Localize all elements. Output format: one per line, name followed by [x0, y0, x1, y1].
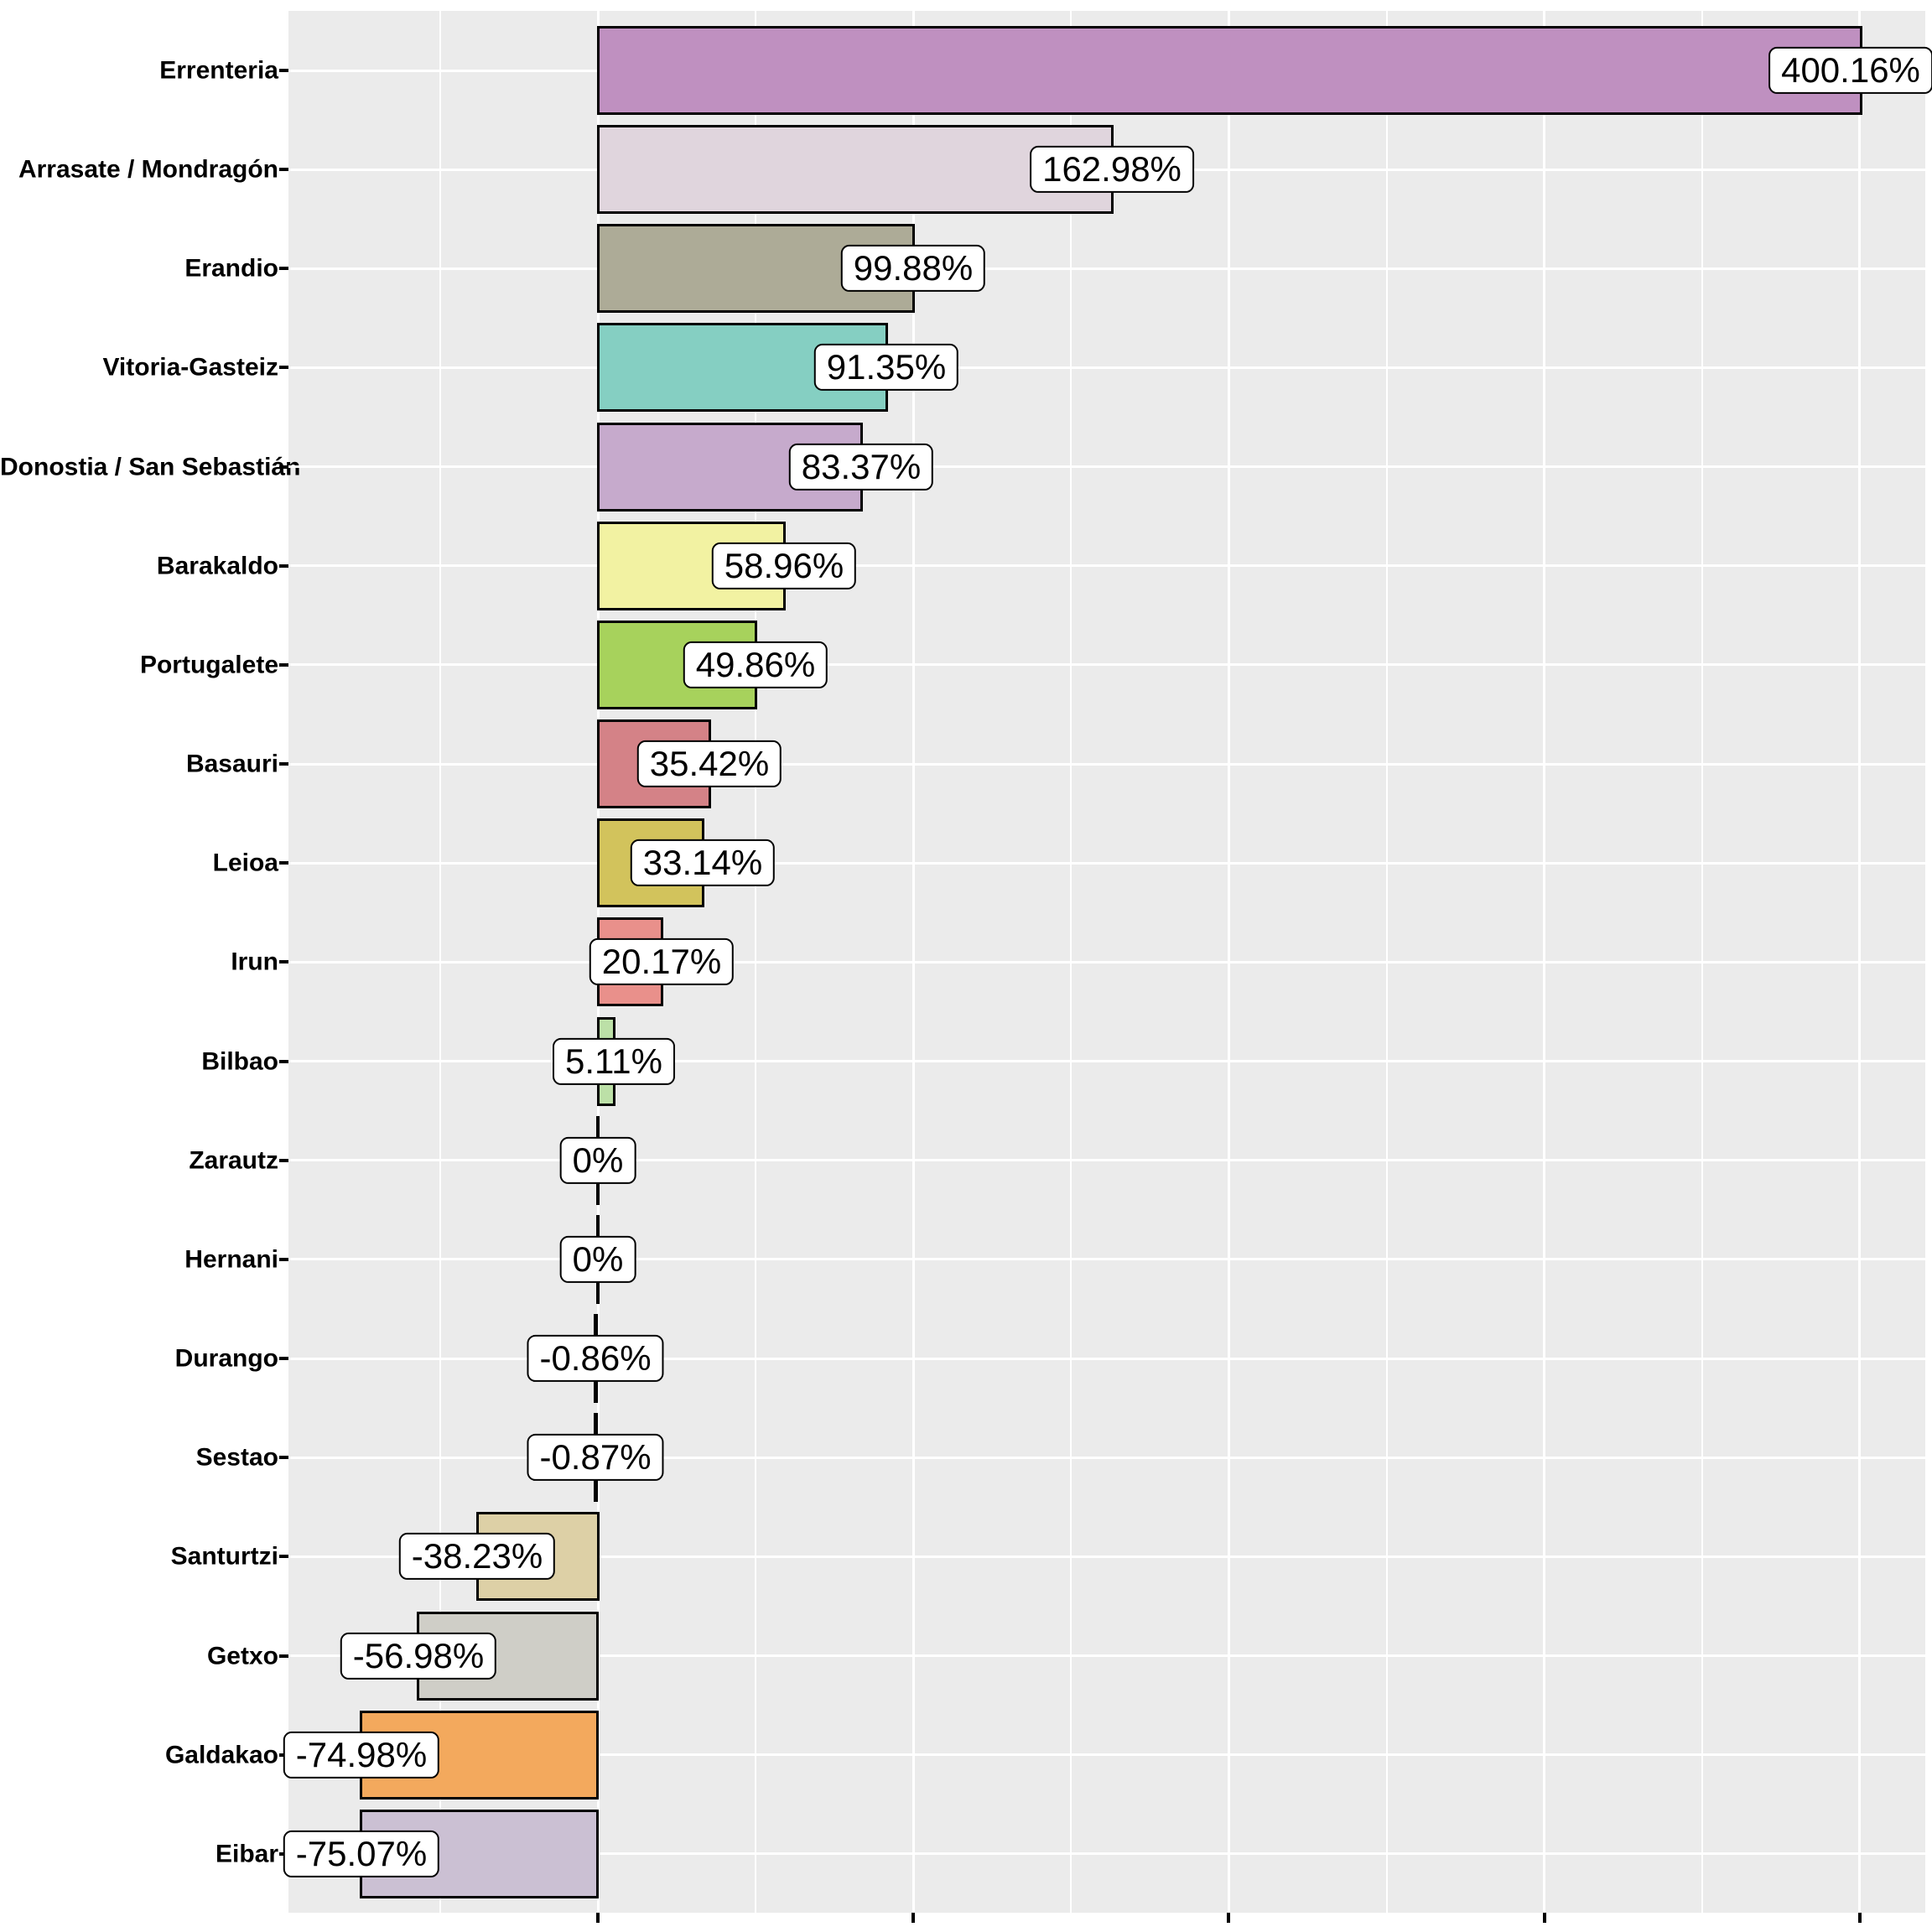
gridline-row-donostia-san-sebasti-n [288, 465, 1925, 468]
y-axis-label-vitoria-gasteiz: Vitoria-Gasteiz [102, 353, 278, 382]
gridline-row-vitoria-gasteiz [288, 366, 1925, 369]
y-axis-tick-irun [279, 960, 288, 963]
gridline-row-hernani [288, 1258, 1925, 1260]
y-axis-tick-basauri [279, 762, 288, 766]
value-label-getxo: -56.98% [340, 1632, 497, 1680]
y-axis-label-bilbao: Bilbao [201, 1047, 278, 1076]
y-axis-tick-vitoria-gasteiz [279, 366, 288, 369]
gridline-row-eibar [288, 1852, 1925, 1855]
y-axis-label-portugalete: Portugalete [139, 651, 278, 679]
y-axis-tick-leioa [279, 861, 288, 865]
gridline-row-zarautz [288, 1159, 1925, 1161]
y-axis-label-santurtzi: Santurtzi [170, 1542, 278, 1571]
y-axis-tick-portugalete [279, 663, 288, 667]
y-axis-tick-getxo [279, 1654, 288, 1658]
gridline-row-santurtzi [288, 1555, 1925, 1558]
y-axis-label-leioa: Leioa [212, 849, 278, 877]
y-axis-tick-erandio [279, 267, 288, 270]
value-label-zarautz: 0% [559, 1136, 636, 1185]
x-axis-tick-0 [596, 1913, 600, 1923]
y-axis-label-errenteria: Errenteria [159, 56, 278, 85]
gridline-row-getxo [288, 1654, 1925, 1657]
gridline-row-bilbao [288, 1060, 1925, 1062]
y-axis-label-sestao: Sestao [195, 1443, 278, 1472]
value-label-santurtzi: -38.23% [398, 1532, 556, 1581]
value-label-basauri: 35.42% [636, 740, 782, 788]
x-axis-tick-2 [1227, 1913, 1230, 1923]
gridline-row-galdakao [288, 1753, 1925, 1756]
value-label-vitoria-gasteiz: 91.35% [813, 343, 959, 392]
x-axis-tick-4 [1858, 1913, 1862, 1923]
gridline-row-durango [288, 1358, 1925, 1360]
y-axis-label-irun: Irun [231, 948, 278, 976]
value-label-hernani: 0% [559, 1235, 636, 1284]
gridline-row-basauri [288, 763, 1925, 766]
value-label-eibar: -75.07% [283, 1830, 440, 1878]
y-axis-label-donostia-san-sebasti-n: Donostia / San Sebastián [0, 453, 301, 481]
value-label-sestao: -0.87% [527, 1433, 664, 1482]
y-axis-label-galdakao: Galdakao [164, 1741, 278, 1769]
y-axis-label-arrasate-mondrag-n: Arrasate / Mondragón [18, 155, 278, 184]
x-axis-tick-3 [1543, 1913, 1546, 1923]
value-label-donostia-san-sebasti-n: 83.37% [788, 443, 934, 491]
y-axis-tick-sestao [279, 1456, 288, 1459]
y-axis-label-getxo: Getxo [206, 1642, 278, 1670]
bar-arrasate-mondrag-n [597, 125, 1114, 214]
gridline-row-erandio [288, 267, 1925, 270]
y-axis-tick-barakaldo [279, 564, 288, 568]
bar-errenteria [597, 26, 1862, 115]
y-axis-label-eibar: Eibar [215, 1840, 278, 1868]
value-label-galdakao: -74.98% [283, 1731, 440, 1779]
y-axis-label-hernani: Hernani [184, 1245, 278, 1274]
gridline-row-leioa [288, 862, 1925, 865]
y-axis-tick-bilbao [279, 1060, 288, 1063]
y-axis-tick-donostia-san-sebasti-n [279, 465, 288, 469]
value-label-portugalete: 49.86% [683, 641, 828, 689]
value-label-durango: -0.86% [527, 1334, 664, 1383]
y-axis-label-zarautz: Zarautz [189, 1146, 278, 1175]
value-label-arrasate-mondrag-n: 162.98% [1030, 145, 1194, 194]
value-label-bilbao: 5.11% [553, 1037, 675, 1086]
plot-panel: 400.16% 162.98% 99.88% 91.35% 83.37% 58.96% 49… [283, 11, 1932, 1913]
gridline-row-barakaldo [288, 564, 1925, 567]
y-axis-tick-durango [279, 1357, 288, 1360]
value-label-barakaldo: 58.96% [711, 542, 857, 590]
y-axis-label-durango: Durango [174, 1344, 278, 1373]
value-label-errenteria: 400.16% [1768, 46, 1932, 95]
gridline-row-irun [288, 961, 1925, 963]
gridline-row-portugalete [288, 663, 1925, 666]
y-axis-label-barakaldo: Barakaldo [156, 552, 278, 580]
y-axis-tick-zarautz [279, 1159, 288, 1162]
value-label-erandio: 99.88% [840, 244, 986, 293]
value-label-irun: 20.17% [589, 937, 735, 986]
y-axis-label-basauri: Basauri [185, 750, 278, 778]
gridline-row-sestao [288, 1457, 1925, 1459]
y-axis-tick-hernani [279, 1258, 288, 1261]
value-label-leioa: 33.14% [630, 839, 776, 887]
y-axis-tick-errenteria [279, 69, 288, 72]
y-axis-tick-arrasate-mondrag-n [279, 168, 288, 171]
x-axis-tick-1 [911, 1913, 915, 1923]
y-axis-label-erandio: Erandio [184, 254, 278, 283]
y-axis-tick-santurtzi [279, 1555, 288, 1558]
